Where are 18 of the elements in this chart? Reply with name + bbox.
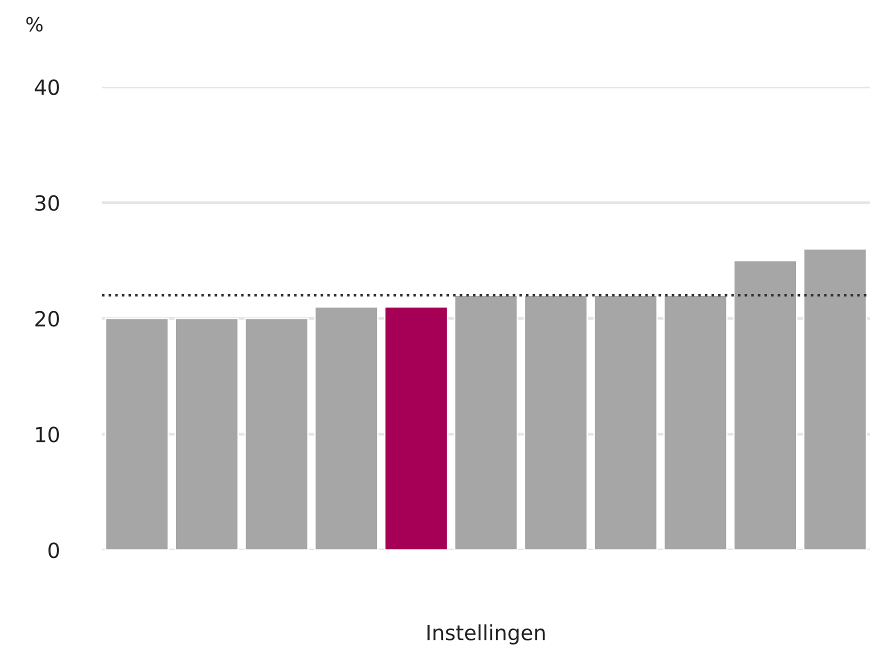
bar (244, 318, 309, 550)
bar (594, 294, 658, 550)
y-tick-label: 10 (36, 426, 59, 442)
bar (384, 306, 448, 550)
bar (802, 248, 868, 550)
y-tick-label: 20 (35, 310, 59, 327)
y-tick-label: 40 (34, 79, 59, 96)
bar (104, 318, 170, 550)
y-tick-label: 0 (48, 542, 59, 558)
x-axis-title: Instellingen (428, 624, 545, 644)
bar (524, 294, 588, 550)
bar (314, 306, 378, 550)
y-axis-title: % (26, 16, 43, 32)
bar (174, 318, 239, 550)
bar (663, 294, 728, 550)
bar (733, 260, 798, 550)
y-tick-label: 30 (35, 195, 59, 211)
bar (454, 294, 518, 550)
